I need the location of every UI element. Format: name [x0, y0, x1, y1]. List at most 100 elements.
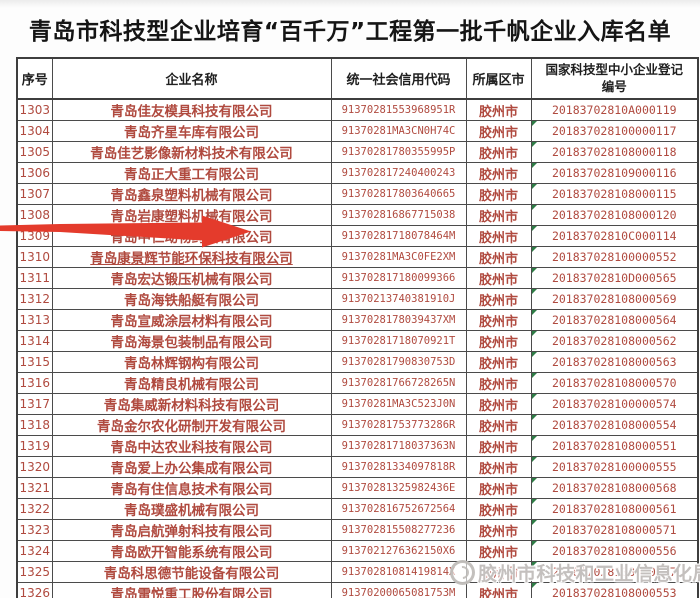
- credit-code-cell: 9137028178039437XM: [330, 309, 467, 331]
- registration-no-cell: 201837028108000564: [530, 309, 699, 331]
- table-body: 1303 青岛佳友模具科技有限公司 91370281553968951R 胶州市 201…: [16, 98, 699, 598]
- table-row: 1312 青岛海铁船艇有限公司 91370213740381910J 胶州市 20183…: [16, 288, 699, 310]
- table-row: 1316 青岛精良机械有限公司 91370281766728265N 胶州市 20183…: [16, 372, 699, 394]
- credit-code-cell: 9137021276362150X6: [330, 540, 467, 562]
- serial-cell: 1304: [16, 120, 53, 142]
- company-name-cell: 青岛集威新材料科技有限公司: [51, 393, 332, 415]
- company-name-cell: 青岛佳艺影像新材料技术有限公司: [51, 141, 332, 163]
- serial-cell: 1306: [16, 162, 53, 184]
- credit-code-cell: 913702817240400243: [330, 162, 467, 184]
- credit-code-cell: 91370281MA3C523J0N: [330, 393, 467, 415]
- serial-cell: 1307: [16, 183, 53, 205]
- header-district: 所属区市: [465, 57, 532, 100]
- company-name-cell: 青岛璞盛机械有限公司: [51, 498, 332, 520]
- registration-no-cell: 20183702810C000114: [530, 225, 699, 247]
- table-row: 1324 青岛欧开智能系统有限公司 9137021276362150X6 胶州市 201…: [16, 540, 699, 562]
- table-row: 1313 青岛宣威涂层材料有限公司 9137028178039437XM 胶州市 201…: [16, 309, 699, 331]
- district-cell: 胶州市: [465, 330, 532, 352]
- header-row: 序号 企业名称 统一社会信用代码 所属区市 国家科技型中小企业登记编号: [16, 57, 699, 100]
- company-name-cell: 青岛启航弹射科技有限公司: [51, 519, 332, 541]
- page-title: 青岛市科技型企业培育“百千万”工程第一批千帆企业入库名单: [28, 19, 672, 45]
- serial-cell: 1312: [16, 288, 53, 310]
- table-row: 1309 青岛中仁动物药品有限公司 91370281718078464M 胶州市 201…: [16, 225, 699, 247]
- credit-code-cell: 91370281718078464M: [330, 225, 467, 247]
- credit-code-cell: 91370281334097818R: [330, 456, 467, 478]
- serial-cell: 1311: [16, 267, 53, 289]
- table-row: 1308 青岛岩康塑料机械有限公司 913702816867715038 胶州市 201…: [16, 204, 699, 226]
- district-cell: 胶州市: [465, 519, 532, 541]
- registration-no-cell: 201837028108000551: [530, 435, 699, 457]
- serial-cell: 1324: [16, 540, 53, 562]
- registration-no-cell: 201837028108000571: [530, 519, 699, 541]
- serial-cell: 1316: [16, 372, 53, 394]
- company-name-cell: 青岛科思德节能设备有限公司: [51, 561, 332, 583]
- registration-no-cell: 201837028100000117: [530, 120, 699, 142]
- table-row: 1326 青岛雷悦重工股份有限公司 91370200065081753M 胶州市 201…: [16, 582, 699, 598]
- registration-no-cell: 201837028109000116: [530, 162, 699, 184]
- credit-code-cell: 91370281MA3C0FE2XM: [330, 246, 467, 268]
- serial-cell: 1326: [16, 582, 53, 598]
- company-name-cell: 青岛鑫泉塑料机械有限公司: [51, 183, 332, 205]
- serial-cell: 1318: [16, 414, 53, 436]
- credit-code-cell: 913702816867715038: [330, 204, 467, 226]
- credit-code-cell: 91370281081419814X: [330, 561, 467, 583]
- registration-no-cell: 201837028108000115: [530, 183, 699, 205]
- table-row: 1318 青岛金尔农化研制开发有限公司 91370281753773286R 胶州市 2…: [16, 414, 699, 436]
- enterprise-roster-table: 序号 企业名称 统一社会信用代码 所属区市 国家科技型中小企业登记编号 1303…: [16, 57, 699, 598]
- serial-cell: 1305: [16, 141, 53, 163]
- district-cell: 胶州市: [465, 246, 532, 268]
- header-company-name: 企业名称: [51, 57, 332, 100]
- credit-code-cell: 913702817803640665: [330, 183, 467, 205]
- table-row: 1307 青岛鑫泉塑料机械有限公司 913702817803640665 胶州市 201…: [16, 183, 699, 205]
- serial-cell: 1319: [16, 435, 53, 457]
- table-row: 1320 青岛爱上办公集成有限公司 91370281334097818R 胶州市 201…: [16, 456, 699, 478]
- district-cell: 胶州市: [465, 162, 532, 184]
- serial-cell: 1310: [16, 246, 53, 268]
- registration-no-cell: 201837028108000120: [530, 204, 699, 226]
- watermark-text: 胶州市科技和工业信息化局: [478, 562, 700, 585]
- table-row: 1304 青岛齐星车库有限公司 91370281MA3CN0H74C 胶州市 20183…: [16, 120, 699, 142]
- district-cell: 胶州市: [465, 267, 532, 289]
- registration-no-cell: 201837028108000553: [530, 582, 699, 598]
- serial-cell: 1309: [16, 225, 53, 247]
- table-row: 1322 青岛璞盛机械有限公司 913702816752672564 胶州市 20183…: [16, 498, 699, 520]
- company-name-cell: 青岛中达农业科技有限公司: [51, 435, 332, 457]
- serial-cell: 1313: [16, 309, 53, 331]
- registration-no-cell: 201837028108000561: [530, 498, 699, 520]
- table-row: 1314 青岛海景包装制品有限公司 91370281718070921T 胶州市 201…: [16, 330, 699, 352]
- district-cell: 胶州市: [465, 351, 532, 373]
- district-cell: 胶州市: [465, 98, 532, 121]
- credit-code-cell: 91370281780355995P: [330, 141, 467, 163]
- registration-no-cell: 201837028108000557: [530, 561, 699, 583]
- credit-code-cell: 91370281718037363N: [330, 435, 467, 457]
- credit-code-cell: 91370281753773286R: [330, 414, 467, 436]
- table-row: 1315 青岛林辉钢构有限公司 91370281790830753D 胶州市 20183…: [16, 351, 699, 373]
- district-cell: 胶州市: [465, 183, 532, 205]
- company-name-cell: 青岛正大重工有限公司: [51, 162, 332, 184]
- district-cell: 胶州市: [465, 288, 532, 310]
- table-row: 1319 青岛中达农业科技有限公司 91370281718037363N 胶州市 201…: [16, 435, 699, 457]
- serial-cell: 1320: [16, 456, 53, 478]
- district-cell: 胶州市: [465, 435, 532, 457]
- table-row: 1317 青岛集威新材料科技有限公司 91370281MA3C523J0N 胶州市 20…: [16, 393, 699, 415]
- registration-no-cell: 201837028100000552: [530, 246, 699, 268]
- table-row: 1310 青岛康景辉节能环保科技有限公司 91370281MA3C0FE2XM 胶州市…: [16, 246, 699, 268]
- company-name-cell: 青岛金尔农化研制开发有限公司: [51, 414, 332, 436]
- registration-no-cell: 201837028100000555: [530, 456, 699, 478]
- company-name-cell: 青岛雷悦重工股份有限公司: [51, 582, 332, 598]
- district-cell: 胶州市: [465, 309, 532, 331]
- header-credit-code: 统一社会信用代码: [330, 57, 467, 100]
- district-cell: 胶州市: [465, 372, 532, 394]
- table-row: 1305 青岛佳艺影像新材料技术有限公司 91370281780355995P 胶州市…: [16, 141, 699, 163]
- district-cell: 胶州市: [465, 120, 532, 142]
- registration-no-cell: 201837028108000556: [530, 540, 699, 562]
- company-name-cell: 青岛有住信息技术有限公司: [51, 477, 332, 499]
- credit-code-cell: 913702817180099366: [330, 267, 467, 289]
- header-serial: 序号: [16, 57, 53, 100]
- registration-no-cell: 20183702810D000565: [530, 267, 699, 289]
- table-row: 1306 青岛正大重工有限公司 913702817240400243 胶州市 20183…: [16, 162, 699, 184]
- credit-code-cell: 913702816752672564: [330, 498, 467, 520]
- district-cell: 胶州市: [465, 393, 532, 415]
- district-cell: 胶州市: [465, 456, 532, 478]
- company-name-cell: 青岛齐星车库有限公司: [51, 120, 332, 142]
